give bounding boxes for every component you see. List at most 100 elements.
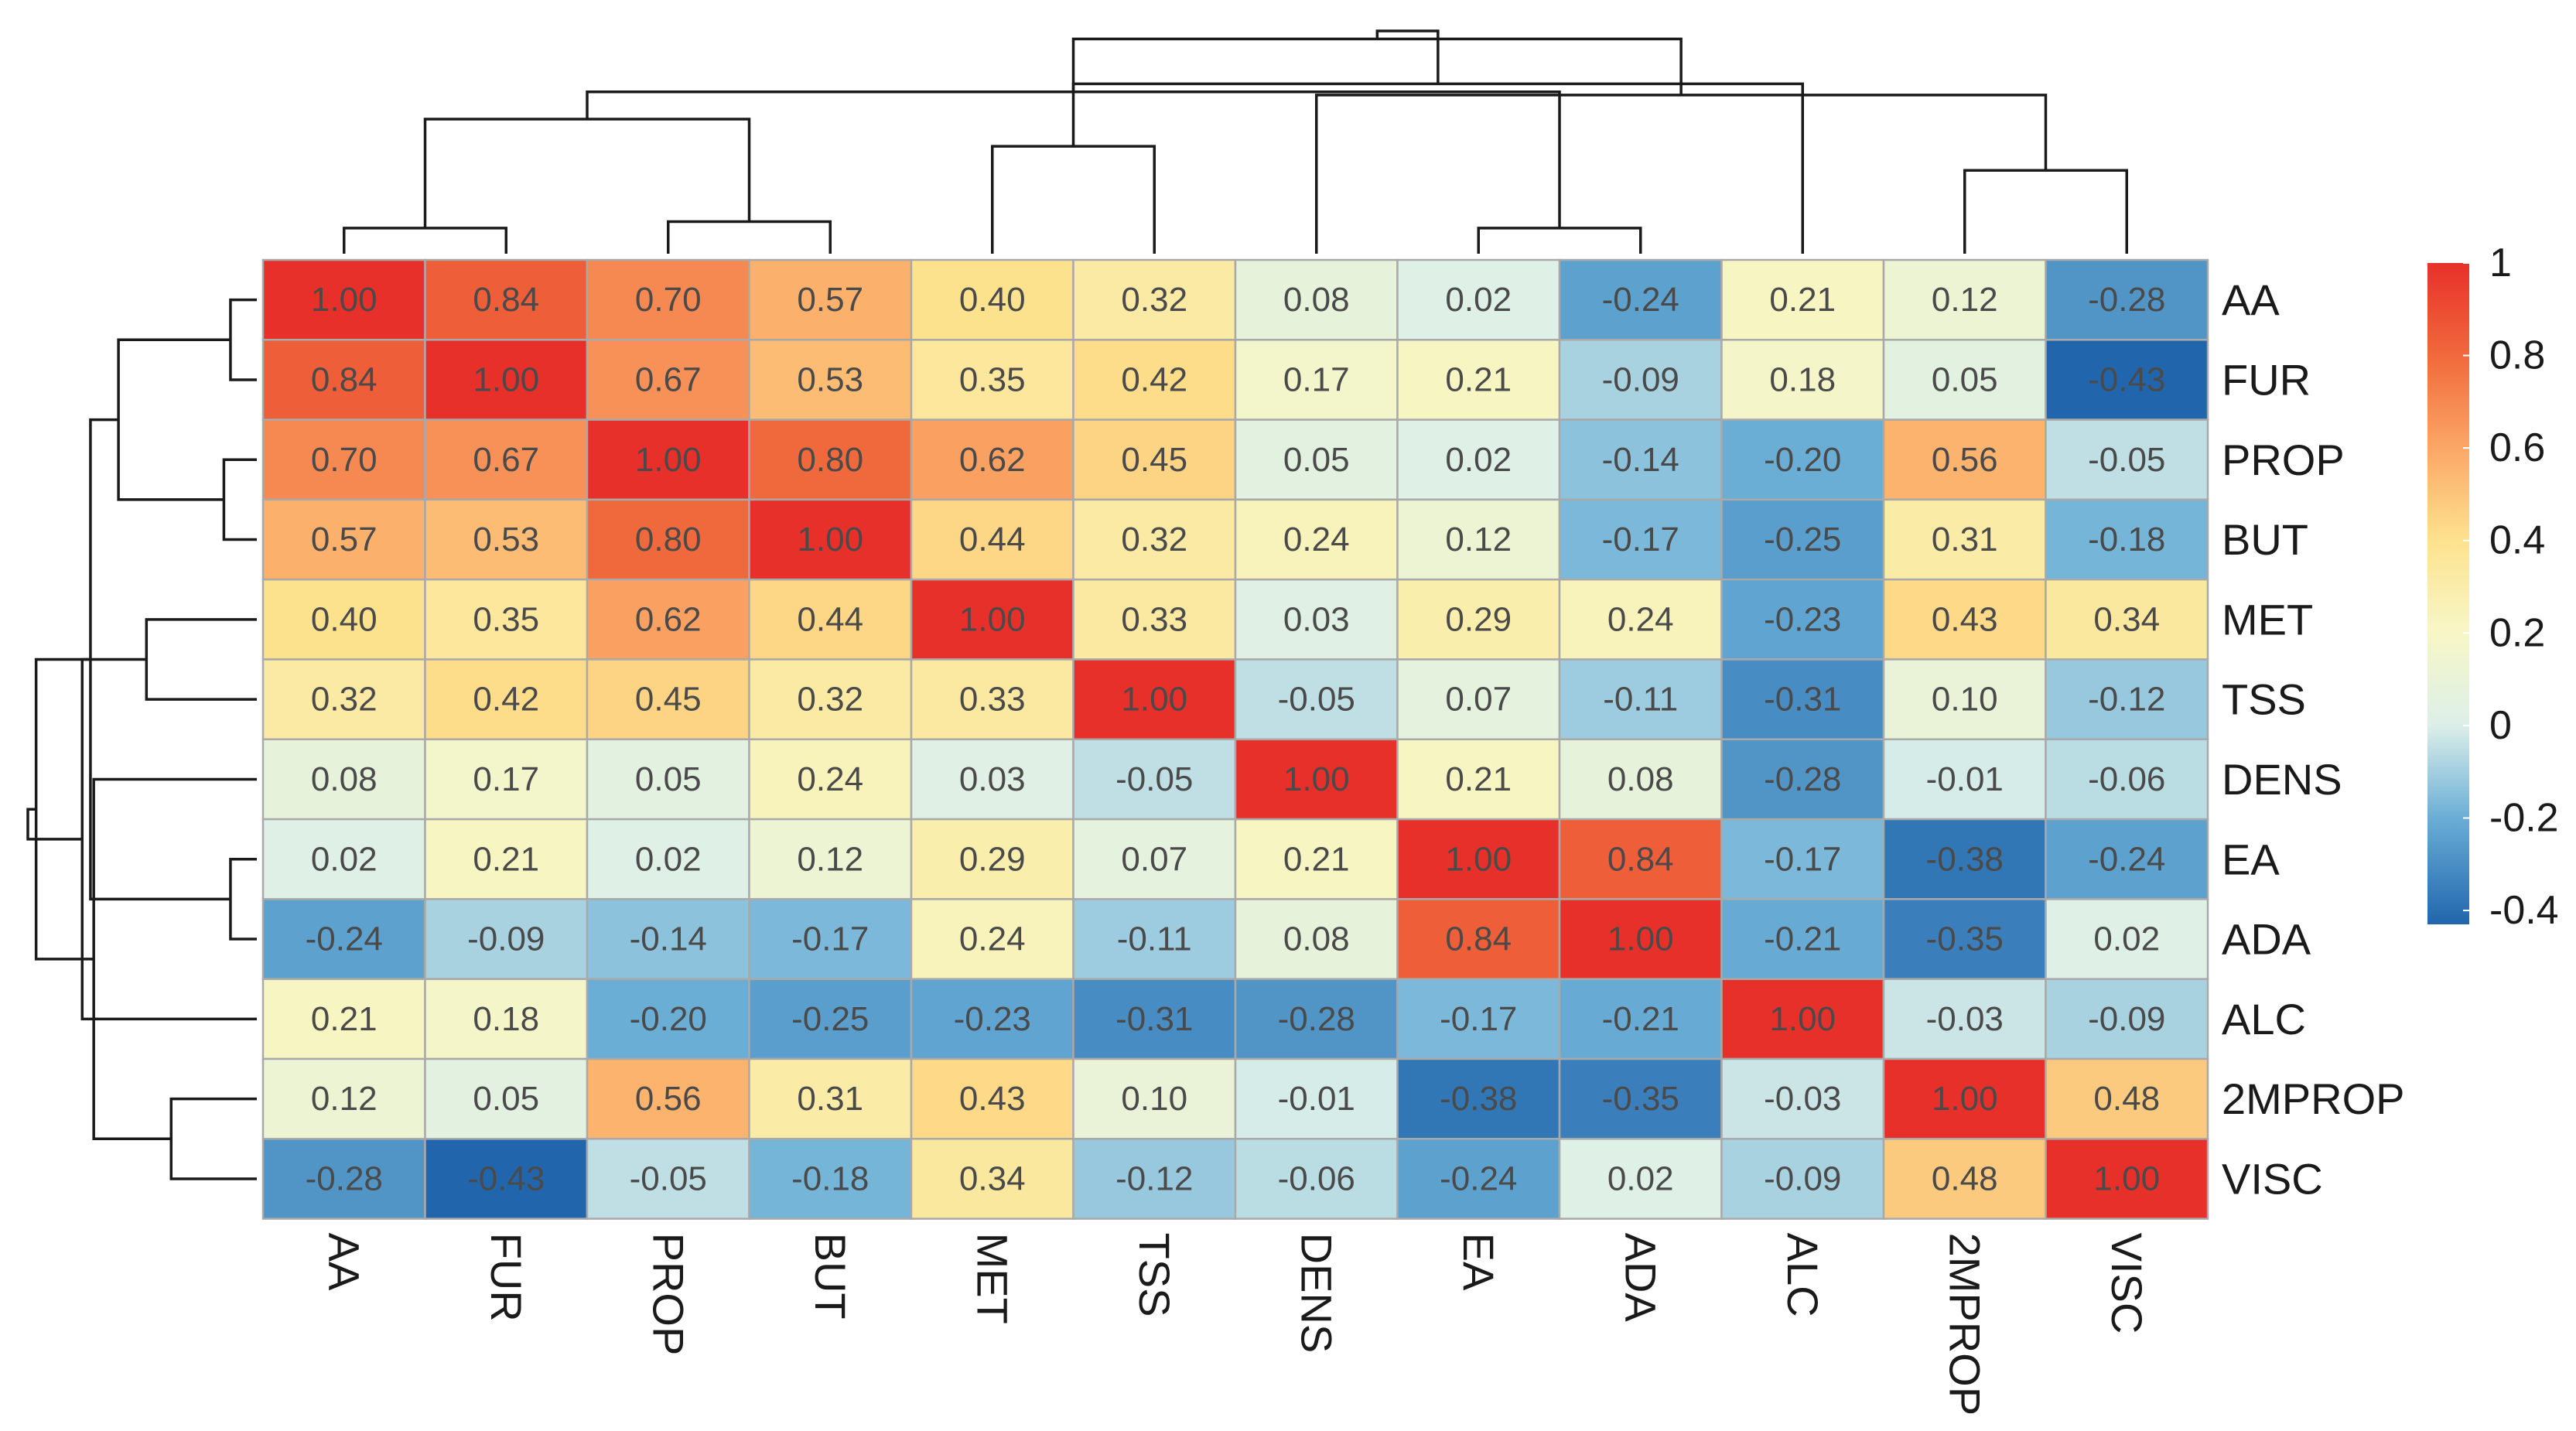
heatmap-cell [2045, 1138, 2209, 1220]
dendrogram-branch [26, 808, 83, 841]
heatmap-cell-value: 0.80 [635, 521, 702, 558]
heatmap-cell [748, 818, 913, 900]
heatmap-cell [748, 258, 913, 341]
heatmap-cell-value: -0.28 [1278, 1000, 1355, 1038]
heatmap-cell [424, 578, 589, 661]
heatmap-cell [1072, 498, 1237, 581]
heatmap-cell-value: 0.44 [797, 600, 863, 638]
heatmap-cell [424, 339, 589, 421]
heatmap-cell-value: 0.05 [635, 760, 702, 798]
heatmap-cell-value: 0.21 [473, 840, 539, 878]
heatmap-cell-value: 0.35 [473, 600, 539, 638]
heatmap-cell-value: 0.57 [311, 521, 378, 558]
heatmap-cell-value: -0.25 [1764, 521, 1841, 558]
heatmap-cell-value: -0.09 [467, 920, 545, 958]
heatmap-cell-value: 0.31 [797, 1080, 863, 1118]
column-label: DENS [1292, 1233, 1341, 1354]
heatmap-cell-value: -0.05 [630, 1159, 707, 1197]
legend-tick-label: 0.6 [2489, 425, 2545, 470]
heatmap-cell-value: 0.02 [311, 840, 378, 878]
heatmap-cell-value: -0.17 [791, 920, 869, 958]
heatmap-cell [2045, 418, 2209, 501]
heatmap-cell [1234, 898, 1399, 980]
heatmap-cell-value: -0.06 [2088, 760, 2165, 798]
heatmap-cell-value: 0.08 [1283, 281, 1350, 319]
heatmap-cell-value: 0.12 [1445, 521, 1512, 558]
row-label: 2MPROP [2222, 1074, 2405, 1123]
heatmap-cell-value: 0.17 [473, 760, 539, 798]
heatmap-cell-value: -0.11 [1117, 920, 1192, 958]
heatmap-cell-value: 0.53 [797, 360, 863, 398]
heatmap-cell [1072, 738, 1237, 821]
heatmap-cell-value: 1.00 [1769, 1000, 1836, 1038]
heatmap-cell-value: -0.11 [1603, 681, 1678, 719]
heatmap-cell-value: 0.42 [1121, 360, 1187, 398]
heatmap-cell [1558, 1138, 1723, 1220]
heatmap-cell [424, 1138, 589, 1220]
heatmap-cell-value: -0.18 [791, 1159, 869, 1197]
row-label: BUT [2222, 515, 2308, 564]
heatmap-cell [1072, 578, 1237, 661]
heatmap-cell-value: 0.02 [1445, 441, 1512, 479]
heatmap-cell-value: -0.05 [1278, 681, 1355, 719]
heatmap-cell [1396, 1138, 1561, 1220]
heatmap-cell [1234, 738, 1399, 821]
heatmap-cell-value: 1.00 [2093, 1159, 2160, 1197]
heatmap-cell-value: -0.05 [1115, 760, 1193, 798]
heatmap-cell [1234, 1138, 1399, 1220]
heatmap-cell-value: 0.03 [1283, 600, 1350, 638]
heatmap-cell-value: 0.53 [473, 521, 539, 558]
heatmap-cell-value: 0.34 [959, 1159, 1026, 1197]
heatmap-cell [2045, 738, 2209, 821]
heatmap-cell [1720, 418, 1885, 501]
heatmap-cell [910, 818, 1074, 900]
heatmap-cell-value: -0.09 [2088, 1000, 2165, 1038]
column-label: EA [1454, 1233, 1503, 1291]
heatmap-cell [910, 1057, 1074, 1140]
heatmap-cell-value: 0.45 [1121, 441, 1187, 479]
heatmap-cell-value: -0.20 [1764, 441, 1841, 479]
heatmap-cell [910, 418, 1074, 501]
heatmap-cell-value: 0.35 [959, 360, 1026, 398]
heatmap-cell-value: -0.35 [1926, 920, 2004, 958]
heatmap-cell-value: 0.84 [311, 360, 378, 398]
heatmap-cell [261, 898, 426, 980]
heatmap-cell [424, 818, 589, 900]
heatmap-cell-value: 1.00 [1445, 840, 1512, 878]
heatmap-cell [1072, 658, 1237, 741]
heatmap-cell-value: 0.21 [1769, 281, 1836, 319]
heatmap-cell-value: 0.21 [1445, 360, 1512, 398]
heatmap-cell-value: 0.21 [311, 1000, 378, 1038]
heatmap-cell-value: 0.40 [959, 281, 1026, 319]
heatmap-cell [1558, 498, 1723, 581]
heatmap-cell-value: 0.08 [1607, 760, 1674, 798]
heatmap-cell [586, 339, 750, 421]
heatmap-cell [1072, 258, 1237, 341]
heatmap-cell [1072, 818, 1237, 900]
heatmap-cell-value: 0.12 [797, 840, 863, 878]
column-labels: AA FUR PROP BUT MET TSS DENS EA ADA ALC 2MPROP VISC [319, 1233, 2151, 1416]
heatmap-cell [586, 978, 750, 1060]
row-label: MET [2222, 595, 2313, 644]
heatmap-cell-value: 0.17 [1283, 360, 1350, 398]
heatmap-cell [2045, 339, 2209, 421]
heatmap-cell [261, 578, 426, 661]
heatmap-cell-value: 0.67 [635, 360, 702, 398]
heatmap-cell [424, 978, 589, 1060]
heatmap-cell-value: 1.00 [1283, 760, 1350, 798]
heatmap-cell-value: -0.23 [954, 1000, 1031, 1038]
heatmap-cell [748, 1057, 913, 1140]
heatmap-cell-value: -0.35 [1602, 1080, 1679, 1118]
heatmap-cell [1234, 978, 1399, 1060]
heatmap-cell [1234, 498, 1399, 581]
heatmap-cell [1882, 978, 2047, 1060]
heatmap-cell-value: 0.18 [473, 1000, 539, 1038]
heatmap-cell [1882, 898, 2047, 980]
heatmap-cell-value: 0.33 [1121, 600, 1187, 638]
heatmap-cell-value: 0.57 [797, 281, 863, 319]
heatmap-cell [1882, 1057, 2047, 1140]
heatmap-cell [910, 1138, 1074, 1220]
column-label: ADA [1616, 1233, 1665, 1323]
heatmap-cell [1396, 1057, 1561, 1140]
heatmap-grid: 1.00 0.84 0.70 0.57 0.40 0.32 0.08 0.02 -0.24 0.2… [261, 258, 2209, 1220]
